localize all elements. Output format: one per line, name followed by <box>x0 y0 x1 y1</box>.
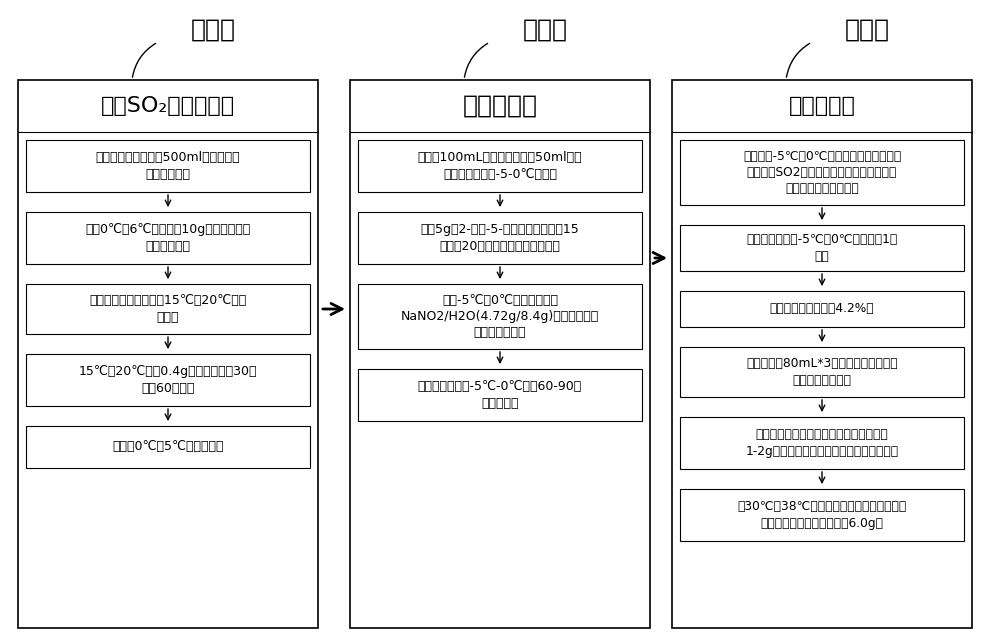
Bar <box>358 369 642 421</box>
Bar <box>680 417 964 469</box>
Bar <box>680 347 964 397</box>
Text: 取样检测，原料剩余4.2%。: 取样检测，原料剩余4.2%。 <box>770 303 874 316</box>
Text: 加入5g的2-氨基-5-溴三氟甲苯，搅拌15
分钟至20分钟，得到白色悬浊液。: 加入5g的2-氨基-5-溴三氟甲苯，搅拌15 分钟至20分钟，得到白色悬浊液。 <box>421 223 579 253</box>
Bar <box>26 354 310 406</box>
Text: 在另一100mL四口瓶中，加入50ml浓盐
酸，搅拌降温至-5-0℃左右。: 在另一100mL四口瓶中，加入50ml浓盐 酸，搅拌降温至-5-0℃左右。 <box>418 151 582 180</box>
Text: 维持-5℃至0℃左右缓慢滴加
NaNO2/H2O(4.72g/8.4g)，放热，得到
棕黄色悬浊液。: 维持-5℃至0℃左右缓慢滴加 NaNO2/H2O(4.72g/8.4g)，放热，… <box>401 294 599 339</box>
Bar <box>18 80 318 628</box>
Text: 步骤二: 步骤二 <box>522 18 568 42</box>
Bar <box>350 80 650 628</box>
Text: 将一定量的纯水加入500ml四口瓶，并
进行冷却降温: 将一定量的纯水加入500ml四口瓶，并 进行冷却降温 <box>96 151 240 180</box>
Bar <box>26 140 310 192</box>
Text: 15℃至20℃加入0.4g氯化亚铜搅拌30分
钟至60分钟。: 15℃至20℃加入0.4g氯化亚铜搅拌30分 钟至60分钟。 <box>79 365 257 395</box>
Text: 制备磺酰氯: 制备磺酰氯 <box>789 96 855 116</box>
Text: 制备SO₂水饱和溶液: 制备SO₂水饱和溶液 <box>101 96 235 116</box>
Text: 制备重氮盐: 制备重氮盐 <box>462 94 538 118</box>
Bar <box>680 225 964 271</box>
Text: 有机相用饱和碳酸氢钠洗涤至中性，加入
1-2g硫酸镁搅拌，干燥，过滤，得到滤液。: 有机相用饱和碳酸氢钠洗涤至中性，加入 1-2g硫酸镁搅拌，干燥，过滤，得到滤液。 <box>745 428 899 458</box>
Bar <box>26 426 310 468</box>
Bar <box>358 140 642 192</box>
Text: 在30℃至38℃温度内，滤液用水泵减压脱溶
至不出液，得到棕红色液体6.0g。: 在30℃至38℃温度内，滤液用水泵减压脱溶 至不出液，得到棕红色液体6.0g。 <box>737 500 907 530</box>
Text: 滴加完毕后维持-5℃-0℃搅拌60-90分
钟，备用。: 滴加完毕后维持-5℃-0℃搅拌60-90分 钟，备用。 <box>418 380 582 410</box>
Bar <box>672 80 972 628</box>
Text: 滴加完毕后维持-5℃至0℃左右搅拌1小
时。: 滴加完毕后维持-5℃至0℃左右搅拌1小 时。 <box>746 233 898 263</box>
Text: 冷却至0℃至5℃左右备用。: 冷却至0℃至5℃左右备用。 <box>112 440 224 454</box>
Text: 向体系加入80mL*3二氯甲烷，共萃取三
次，合并有机相。: 向体系加入80mL*3二氯甲烷，共萃取三 次，合并有机相。 <box>746 357 898 387</box>
Bar <box>358 212 642 264</box>
Bar <box>680 140 964 205</box>
Text: 维持内温-5℃至0℃，将制备好的重氮盐缓
慢加入到SO2饱和水溶液中，即步骤二所得
溶液倒入至步骤一中。: 维持内温-5℃至0℃，将制备好的重氮盐缓 慢加入到SO2饱和水溶液中，即步骤二所… <box>743 150 901 195</box>
Text: 滴加完毕后自然升温至15℃至20℃，并
搅拌。: 滴加完毕后自然升温至15℃至20℃，并 搅拌。 <box>89 294 247 324</box>
Text: 维持0℃至6℃缓慢滴加10g氯化亚砜，直
至滴加完毕。: 维持0℃至6℃缓慢滴加10g氯化亚砜，直 至滴加完毕。 <box>85 223 251 253</box>
Text: 步骤一: 步骤一 <box>190 18 236 42</box>
Text: 步骤三: 步骤三 <box>844 18 890 42</box>
Bar <box>680 489 964 541</box>
Bar <box>358 284 642 349</box>
Bar <box>680 291 964 327</box>
Bar <box>26 284 310 334</box>
Bar <box>26 212 310 264</box>
